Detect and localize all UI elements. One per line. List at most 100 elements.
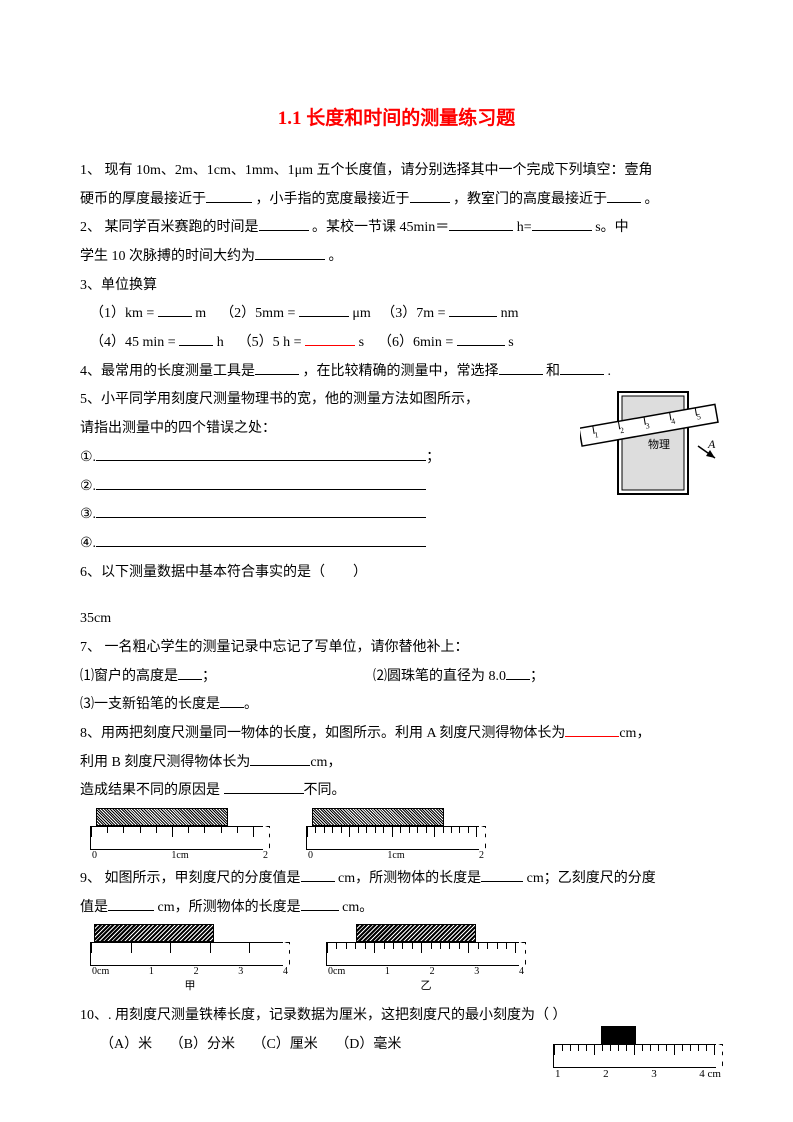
ruler-jia-bar [90,942,290,966]
blank [532,216,592,232]
blank [499,359,543,375]
q7-b2: ； [530,669,544,684]
blank [255,244,325,260]
q9-l1c: cm；乙刻度尺的分度 [527,871,656,886]
blank [158,302,192,318]
q8-l2a: 利用 B 刻度尺测得物体长为 [80,755,250,770]
q2-d: s。中 [595,220,628,235]
q10-nums: 1 2 3 4 cm [553,1069,723,1080]
q7-c2: 。 [244,697,258,712]
q4-c: 和 [546,364,560,379]
q1-l2c: ，教室门的高度最接近于 [453,192,607,207]
q3-r2b: h [217,335,224,350]
cap-jia: 甲 [90,975,290,998]
num: 3 [651,1069,657,1080]
num: 4 cm [699,1069,721,1080]
q5-4: ④. [80,530,713,559]
opt-b: （B）分米 [170,1037,235,1052]
ruler-b-nums: 0 1cm 2 [306,851,486,861]
q7-head: 7、 一名粗心学生的测量记录中忘记了写单位，请你替他补上： [80,634,713,663]
ruler-b: 0 1cm 2 [306,808,486,861]
q7-c1: ⑶一支新铅笔的长度是 [80,697,220,712]
q2-line2: 学生 10 次脉搏的时间大约为 。 [80,243,713,272]
blank [410,187,450,203]
ruler-a-block [96,808,228,826]
num: 0 [308,851,313,861]
opt-d: （D）毫米 [335,1037,401,1052]
num: 2 [479,851,484,861]
q5-semi: ； [426,450,440,465]
q9-l2: 值是 cm，所测物体的长度是 cm。 [80,894,713,923]
num: 1 [385,967,390,977]
blank [178,664,202,680]
figure-book-ruler: 1 2 3 4 5 物理 A [580,388,725,508]
ruler-b-block [312,808,444,826]
blank [179,330,213,346]
blank [565,721,619,737]
q3-row2: （4）45 min = h （5）5 h = s （6）6min = s [80,329,713,358]
blank [301,895,339,911]
blank [259,216,309,232]
blank [481,866,523,882]
ruler-jia-block [94,924,214,942]
num: 0cm [328,967,345,977]
q3-r1c: （2）5mm = [220,306,295,321]
q1-line1: 1、 现有 10m、2m、1cm、1mm、1μm 五个长度值，请分别选择其中一个… [80,157,713,186]
blank [560,359,604,375]
ruler-yi-bar [326,942,526,966]
blank [108,895,154,911]
ruler-jia: 0cm 1 2 3 4 甲 [90,924,290,998]
q9-l2a: 值是 [80,900,108,915]
q8-figures: 0 1cm 2 0 1cm 2 [80,808,713,861]
ruler-a-bar [90,826,270,850]
q3-r1b: m [195,306,206,321]
blank [96,445,426,461]
q5-n4: ④. [80,536,96,551]
q8-l2: 利用 B 刻度尺测得物体长为 cm， [80,749,713,778]
page-title: 1.1 长度和时间的测量练习题 [80,100,713,139]
num: 2 [603,1069,609,1080]
num: 1 [149,967,154,977]
q3-r1f: nm [501,306,519,321]
label-a: A [707,437,716,451]
cap-yi: 乙 [326,975,526,998]
q1-l2d: 。 [645,192,659,207]
q2-line1: 2、 某同学百米赛跑的时间是 。某校一节课 45min＝ h= s。中 [80,214,713,243]
q6: 6、以下测量数据中基本符合事实的是（ ） [80,559,713,588]
num: 1 [555,1069,561,1080]
blank [224,779,304,795]
blank [96,531,426,547]
q9-l1: 9、 如图所示，甲刻度尺的分度值是 cm，所测物体的长度是 cm；乙刻度尺的分度 [80,865,713,894]
q1-l2b: ，小手指的宽度最接近于 [256,192,410,207]
blank [449,216,513,232]
opt-c: （C）厘米 [252,1037,317,1052]
q9-figures: 0cm 1 2 3 4 甲 0cm 1 2 3 4 乙 [80,924,713,998]
blank [299,302,349,318]
q9-l1a: 9、 如图所示，甲刻度尺的分度值是 [80,871,301,886]
q8-l3a: 造成结果不同的原因是 [80,783,220,798]
q3-row1: （1）km = m （2）5mm = μm （3）7m = nm [80,300,713,329]
ruler-a: 0 1cm 2 [90,808,270,861]
ruler-yi-block [356,924,476,942]
q5-n2: ②. [80,479,96,494]
num: 1cm [387,851,404,861]
q9-l2b: cm，所测物体的长度是 [158,900,301,915]
q8-l3: 造成结果不同的原因是 不同。 [80,777,713,806]
q4-b: ，在比较精确的测量中，常选择 [303,364,499,379]
blank [305,330,355,346]
q3-r1d: μm [352,306,370,321]
q1-l2a: 硬币的厚度最接近于 [80,192,206,207]
q3-r2c: （5）5 h = [238,335,302,350]
blank [607,187,641,203]
q5-n1: ①. [80,450,96,465]
q7-c: ⑶一支新铅笔的长度是 。 [80,691,713,720]
blank [250,750,310,766]
blank [220,693,244,709]
q6-text: 35cm [80,605,713,634]
q10-block [601,1026,636,1044]
q3-r2f: s [508,335,513,350]
num: 4 [283,967,288,977]
q2-l2b: 。 [329,249,343,264]
q7-a1: ⑴窗户的高度是 [80,669,178,684]
q8-l2b: cm， [310,755,341,770]
